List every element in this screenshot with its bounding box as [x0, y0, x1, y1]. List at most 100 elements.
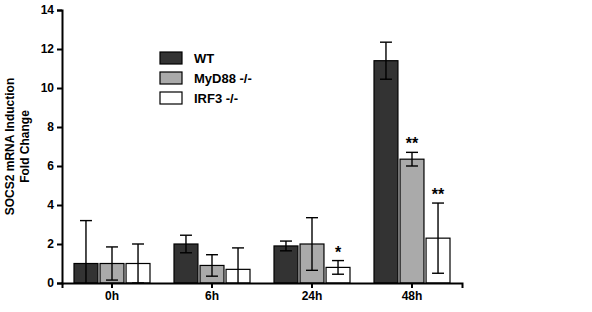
y-tick-mark	[57, 10, 62, 12]
error-line	[80, 220, 92, 221]
error-bar	[232, 248, 244, 283]
y-tick-label: 0	[47, 276, 54, 290]
y-tick-mark	[57, 244, 62, 246]
error-line	[180, 235, 192, 236]
x-tick-mark	[211, 283, 213, 288]
x-tick-mark	[311, 283, 313, 288]
bar	[400, 159, 424, 283]
chart: *****024681012140h6h24h48hSOCS2 mRNA Ind…	[0, 0, 592, 312]
error-bar	[206, 255, 218, 276]
y-axis-title-line: SOCS2 mRNA Induction	[3, 78, 17, 216]
y-tick-mark	[57, 127, 62, 129]
error-line	[411, 152, 412, 166]
y-axis-title-line: Fold Change	[18, 110, 32, 183]
y-tick-mark	[57, 283, 62, 285]
x-tick: 0h	[105, 283, 119, 303]
y-tick-label: 14	[41, 3, 55, 17]
bar	[274, 246, 298, 283]
plot: *****024681012140h6h24h48h	[41, 3, 463, 306]
series-2	[126, 203, 450, 283]
error-line	[106, 246, 118, 247]
error-line	[337, 261, 338, 275]
bar	[374, 61, 398, 283]
error-line	[437, 203, 438, 273]
error-line	[180, 252, 192, 253]
y-axis: 0 2 4 6 8 10 12 14	[41, 3, 63, 290]
error-bar	[432, 203, 444, 273]
error-bar	[180, 235, 192, 253]
error-line	[237, 248, 238, 283]
y-tick: 6	[47, 159, 62, 173]
x-axis-line	[63, 284, 463, 289]
legend-label: IRF3 -/-	[194, 91, 238, 106]
series-1	[100, 152, 424, 283]
error-line	[432, 273, 444, 274]
legend-item: IRF3 -/-	[160, 91, 238, 106]
y-axis-line	[57, 11, 63, 284]
significance: **	[432, 186, 445, 203]
x-tick-label: 48h	[402, 289, 423, 303]
error-line	[206, 275, 218, 276]
y-tick: 8	[47, 120, 62, 134]
error-line	[385, 42, 386, 79]
error-line	[311, 218, 312, 271]
y-tick: 10	[41, 81, 62, 95]
legend-item: WT	[160, 51, 214, 66]
error-line	[185, 235, 186, 253]
error-line	[206, 254, 218, 255]
legend-swatch	[160, 72, 182, 84]
error-bar	[406, 152, 418, 166]
legend: WT MyD88 -/- IRF3 -/-	[160, 51, 252, 106]
x-tick-mark	[411, 283, 413, 288]
error-bar	[106, 247, 118, 280]
y-tick-label: 2	[47, 237, 54, 251]
error-line	[285, 241, 286, 251]
y-tick: 2	[47, 237, 62, 251]
x-tick-mark	[111, 283, 113, 288]
error-bar	[306, 218, 318, 271]
error-line	[280, 250, 292, 251]
marks	[74, 42, 450, 283]
error-bar	[280, 241, 292, 251]
y-tick-mark	[57, 205, 62, 207]
error-line	[137, 244, 138, 283]
x-tick: 6h	[205, 283, 219, 303]
error-line	[85, 221, 86, 283]
y-axis-title: SOCS2 mRNA InductionFold Change	[3, 78, 32, 216]
x-tick: 48h	[402, 283, 423, 303]
error-line	[232, 247, 244, 248]
legend-label: WT	[194, 51, 214, 66]
error-line	[106, 279, 118, 280]
y-tick-label: 8	[47, 120, 54, 134]
error-line	[306, 217, 318, 218]
error-bar	[132, 244, 144, 283]
legend-swatch	[160, 52, 182, 64]
error-bar	[332, 261, 344, 275]
y-tick: 14	[41, 3, 62, 17]
error-line	[380, 79, 392, 80]
y-tick-mark	[57, 166, 62, 168]
x-tick-label: 24h	[302, 289, 323, 303]
error-bar	[380, 42, 392, 79]
error-line	[306, 270, 318, 271]
y-tick-label: 10	[41, 81, 55, 95]
legend-item: MyD88 -/-	[160, 71, 252, 86]
error-bar	[80, 221, 92, 283]
y-tick: 0	[47, 276, 62, 290]
y-tick-label: 6	[47, 159, 54, 173]
error-line	[132, 243, 144, 244]
legend-label: MyD88 -/-	[194, 71, 252, 86]
legend-swatch	[160, 92, 182, 104]
y-tick: 12	[41, 42, 62, 56]
error-line	[332, 274, 344, 275]
error-line	[211, 255, 212, 276]
x-axis: 0h 6h 24h 48h	[63, 283, 463, 303]
error-line	[406, 165, 418, 166]
series-0	[74, 42, 398, 283]
error-line	[380, 41, 392, 42]
error-line	[111, 247, 112, 280]
x-tick-label: 0h	[105, 289, 119, 303]
y-tick-label: 4	[47, 198, 54, 212]
significance: *	[335, 244, 342, 261]
x-tick: 24h	[302, 283, 323, 303]
